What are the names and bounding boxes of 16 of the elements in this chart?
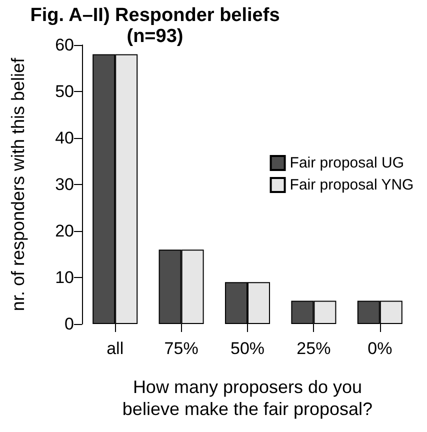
- y-tick-label: 60: [55, 36, 74, 54]
- x-tick-label: all: [106, 339, 124, 358]
- y-axis-title: nr. of responders with this belief: [8, 56, 28, 312]
- y-tick-label: 0: [64, 314, 74, 334]
- x-tick-label: 75%: [164, 339, 198, 358]
- x-tick-label: 50%: [230, 339, 265, 358]
- x-tick-label: 0%: [368, 339, 392, 358]
- x-axis-title: How many proposers do you believe make the fair proposal?: [122, 377, 373, 419]
- legend-label: Fair proposal YNG: [290, 176, 414, 194]
- y-tick-label: 10: [55, 268, 74, 287]
- y-tick-label: 50: [55, 82, 74, 101]
- y-tick-label: 40: [55, 128, 74, 148]
- legend-label: Fair proposal UG: [290, 154, 404, 172]
- y-tick-label: 30: [55, 175, 74, 194]
- x-tick-label: 25%: [296, 339, 331, 358]
- y-tick-label: 20: [55, 222, 74, 240]
